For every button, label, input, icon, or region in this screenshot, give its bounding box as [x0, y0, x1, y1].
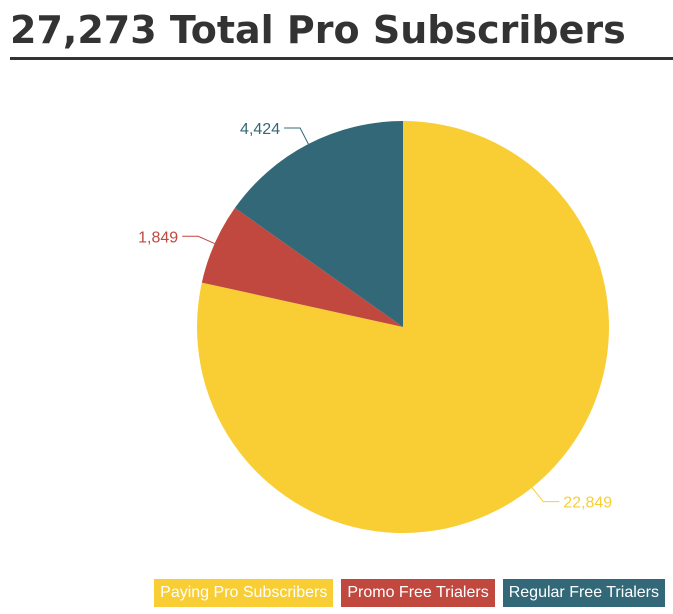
data-label-paying-pro-subscribers: 22,849 [563, 495, 612, 512]
legend-item-promo: Promo Free Trialers [341, 579, 495, 607]
leader-line-paying-pro-subscribers [531, 487, 560, 503]
data-label-promo-free-trialers: 1,849 [138, 229, 178, 246]
chart-title: 27,273 Total Pro Subscribers [10, 8, 626, 52]
pie-slice-promo-free-trialers [201, 207, 403, 327]
legend-item-regular: Regular Free Trialers [502, 579, 665, 607]
leader-line-regular-free-trialers [284, 127, 309, 145]
legend: Paying Pro Subscribers Promo Free Triale… [154, 579, 665, 607]
leader-line-promo-free-trialers [182, 235, 215, 245]
data-label-regular-free-trialers: 4,424 [240, 121, 280, 138]
title-underline [10, 57, 673, 60]
pie-slice-regular-free-trialers [234, 121, 403, 327]
legend-item-paying: Paying Pro Subscribers [154, 579, 334, 607]
